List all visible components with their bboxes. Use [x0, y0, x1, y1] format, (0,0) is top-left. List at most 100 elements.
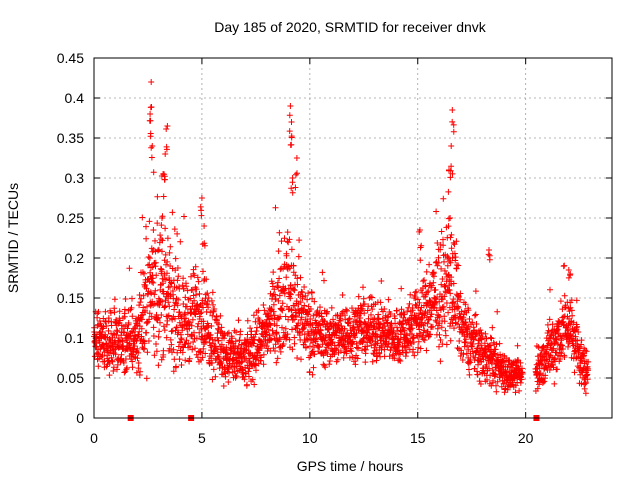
- data-point: [539, 360, 546, 367]
- data-point: [273, 331, 280, 337]
- data-point: [400, 324, 407, 331]
- data-point: [342, 306, 349, 313]
- data-point: [465, 307, 472, 314]
- data-point: [107, 310, 114, 316]
- data-point: [284, 331, 291, 338]
- data-point: [146, 255, 153, 262]
- data-point: [279, 324, 285, 331]
- data-point: [557, 349, 563, 356]
- data-point: [311, 344, 317, 351]
- data-point: [143, 223, 149, 230]
- data-points: [91, 79, 592, 397]
- data-point: [282, 313, 289, 320]
- data-point: [207, 331, 214, 338]
- data-point: [215, 337, 222, 344]
- data-point: [260, 361, 267, 368]
- data-point: [422, 332, 429, 339]
- data-point: [441, 267, 448, 274]
- data-point: [447, 234, 454, 241]
- data-point: [190, 339, 197, 345]
- data-point: [487, 334, 494, 341]
- data-point: [315, 343, 322, 350]
- data-point: [536, 371, 543, 378]
- data-point: [351, 358, 357, 365]
- data-point: [199, 354, 206, 361]
- data-point: [348, 348, 355, 355]
- data-point: [574, 323, 581, 330]
- data-point: [156, 302, 163, 309]
- data-point: [267, 336, 274, 343]
- data-point: [149, 278, 155, 285]
- data-point: [565, 274, 572, 281]
- data-point: [222, 373, 229, 380]
- data-point: [295, 320, 302, 327]
- data-point: [387, 347, 394, 354]
- data-point: [377, 299, 384, 306]
- data-point: [426, 316, 432, 323]
- data-point: [270, 308, 277, 315]
- data-point: [148, 154, 155, 161]
- data-point: [164, 258, 171, 265]
- data-point: [492, 346, 499, 353]
- data-point: [422, 319, 428, 326]
- data-point: [286, 236, 293, 243]
- data-point: [277, 348, 284, 355]
- data-point: [462, 336, 469, 343]
- data-point: [575, 329, 582, 335]
- data-point: [403, 349, 410, 356]
- data-point: [209, 376, 216, 383]
- data-point: [450, 121, 457, 128]
- data-point: [164, 270, 170, 277]
- data-point: [451, 250, 458, 257]
- data-point: [443, 300, 450, 306]
- data-point: [195, 320, 202, 327]
- data-point: [261, 307, 268, 314]
- data-point: [450, 296, 457, 303]
- data-point: [319, 269, 326, 276]
- data-point: [253, 367, 259, 374]
- data-point: [489, 324, 496, 331]
- data-point: [182, 341, 189, 347]
- data-point: [307, 306, 314, 312]
- y-tick-label: 0: [76, 410, 84, 426]
- data-point: [147, 117, 154, 124]
- data-point: [321, 277, 327, 284]
- data-point: [460, 329, 467, 336]
- data-point: [195, 278, 202, 285]
- data-point: [469, 319, 476, 326]
- data-point: [559, 314, 566, 321]
- data-point: [106, 372, 113, 379]
- data-point: [239, 358, 246, 365]
- data-point: [196, 290, 203, 297]
- data-point: [409, 325, 416, 332]
- data-point: [424, 300, 431, 307]
- data-point: [189, 316, 196, 323]
- data-point: [311, 298, 318, 305]
- data-point: [379, 315, 386, 322]
- data-point: [289, 189, 296, 196]
- data-point: [412, 289, 419, 296]
- data-point: [298, 314, 305, 321]
- data-point: [320, 352, 327, 359]
- data-point: [179, 349, 186, 356]
- data-point: [583, 348, 590, 355]
- data-point: [293, 155, 300, 161]
- data-point: [159, 237, 166, 244]
- data-point: [438, 265, 445, 272]
- data-point: [332, 345, 338, 352]
- data-point: [288, 119, 295, 125]
- data-point: [434, 240, 441, 246]
- data-point: [424, 289, 431, 296]
- data-point: [285, 239, 292, 246]
- data-point: [221, 335, 227, 342]
- data-point: [244, 317, 251, 324]
- data-point: [206, 339, 213, 346]
- data-point: [455, 294, 462, 300]
- data-point: [367, 319, 374, 326]
- data-point: [482, 330, 489, 337]
- data-point: [161, 327, 168, 334]
- x-tick-label: 10: [302, 430, 318, 446]
- data-point: [423, 347, 430, 354]
- data-point: [197, 310, 204, 317]
- data-point: [362, 320, 369, 327]
